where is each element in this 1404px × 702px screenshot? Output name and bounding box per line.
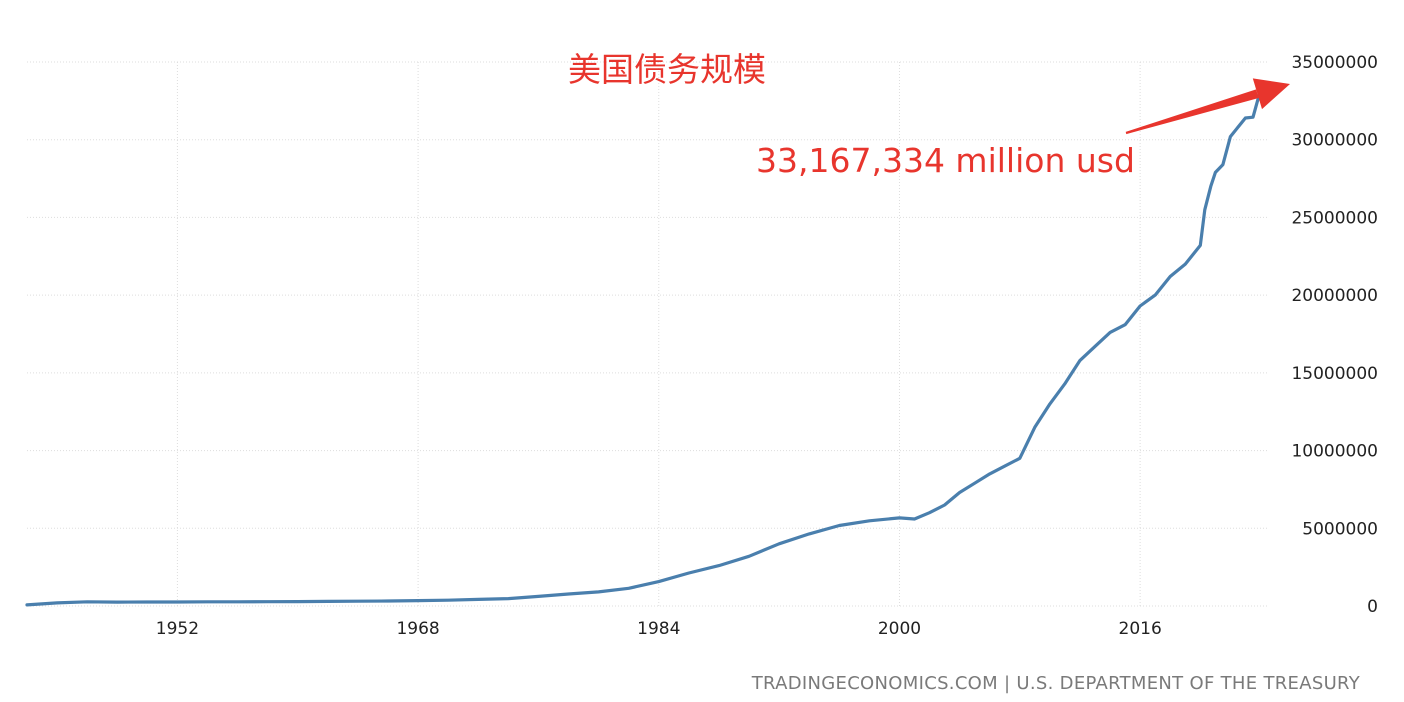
arrow-head bbox=[1252, 78, 1290, 110]
x-tick-label: 1968 bbox=[396, 619, 439, 639]
latest-value-annotation: 33,167,334 million usd bbox=[756, 141, 1135, 180]
y-tick-label: 25000000 bbox=[1291, 208, 1378, 228]
y-tick-label: 35000000 bbox=[1291, 53, 1378, 73]
y-tick-label: 20000000 bbox=[1291, 286, 1378, 306]
x-tick-label: 2016 bbox=[1119, 619, 1162, 639]
x-tick-label: 1952 bbox=[156, 619, 199, 639]
source-credit: TRADINGECONOMICS.COM | U.S. DEPARTMENT O… bbox=[751, 673, 1361, 694]
arrow-shaft bbox=[1125, 89, 1259, 135]
annotation-arrow bbox=[1125, 78, 1290, 135]
y-tick-label: 0 bbox=[1367, 597, 1378, 617]
axis-tick-labels: 0 5000000 10000000 15000000 20000000 25000000… bbox=[156, 53, 1378, 639]
debt-series-line bbox=[25, 88, 1263, 607]
x-tick-label: 2000 bbox=[878, 619, 921, 639]
grid-lines bbox=[27, 61, 1268, 607]
y-tick-label: 10000000 bbox=[1291, 442, 1378, 462]
y-tick-label: 5000000 bbox=[1302, 519, 1378, 539]
y-tick-label: 30000000 bbox=[1291, 131, 1378, 151]
chart-title: 美国债务规模 bbox=[568, 50, 766, 89]
x-tick-label: 1984 bbox=[637, 619, 680, 639]
y-tick-label: 15000000 bbox=[1291, 364, 1378, 384]
